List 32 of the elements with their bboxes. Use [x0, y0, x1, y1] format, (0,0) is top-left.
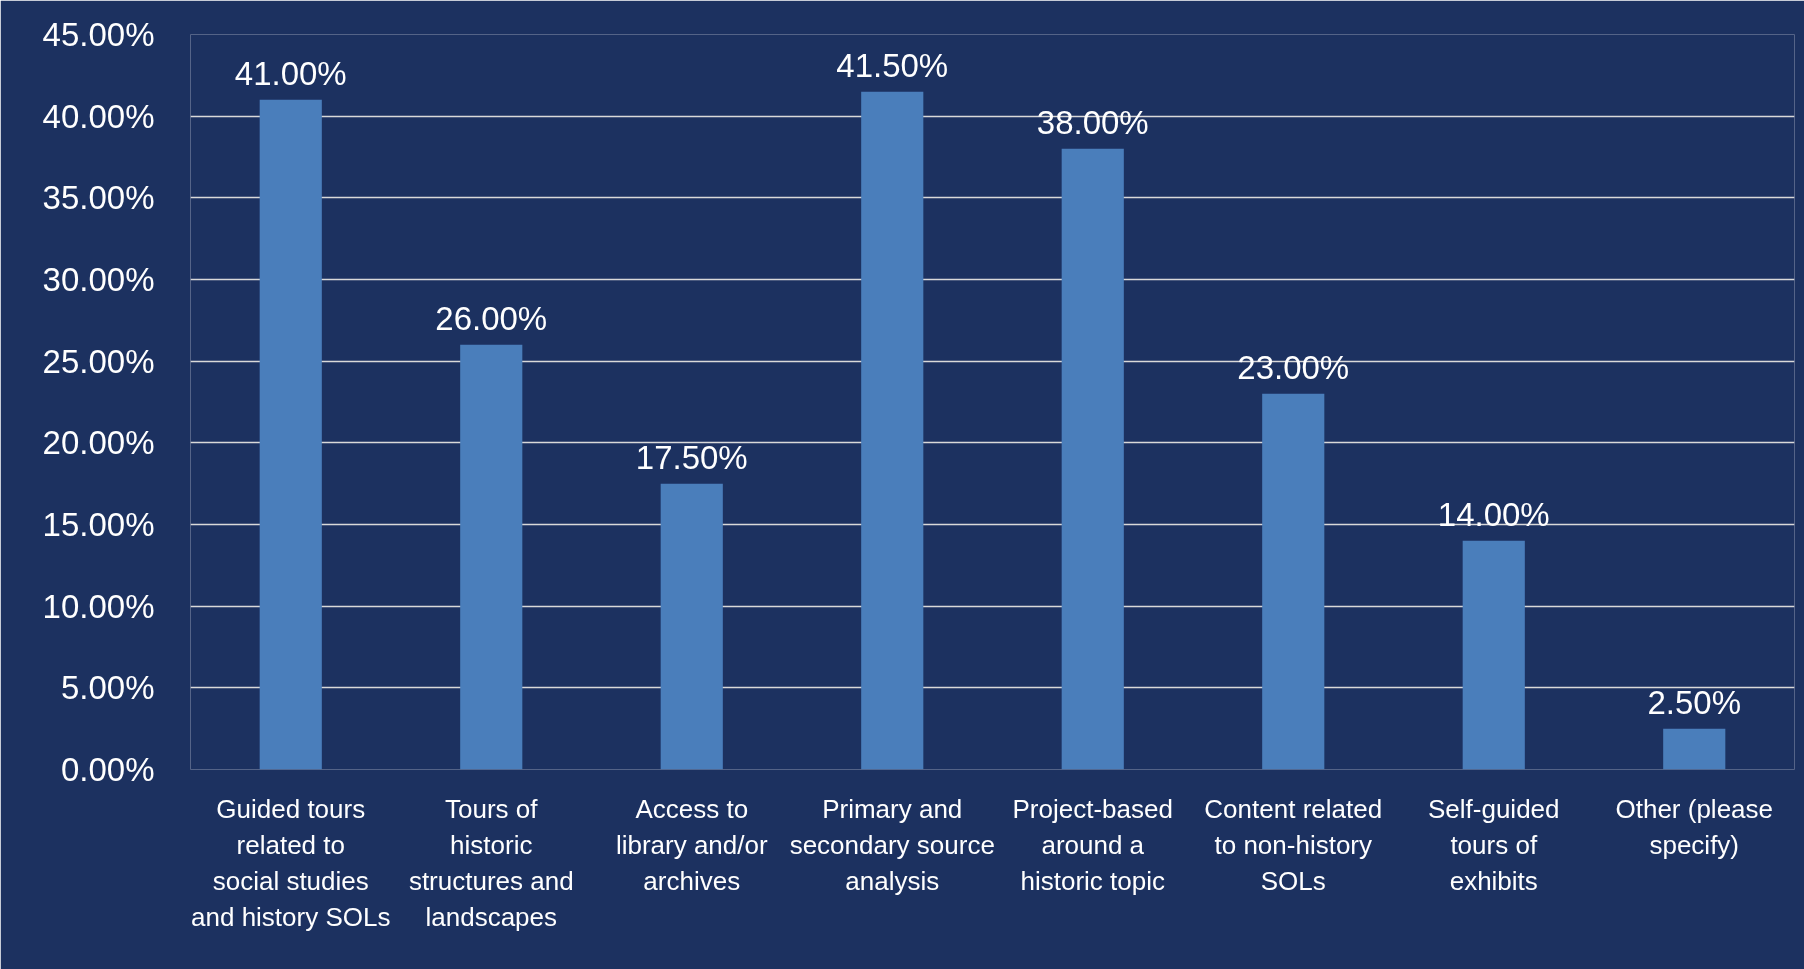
bar: [460, 344, 523, 770]
y-tick-label: 35.00%: [42, 179, 155, 217]
bar: [861, 91, 924, 770]
x-tick-label: Project-based around a historic topic: [1012, 793, 1173, 896]
data-label: 2.50%: [1647, 683, 1742, 721]
data-label: 26.00%: [435, 299, 548, 337]
bar: [1061, 148, 1124, 770]
y-tick-label: 25.00%: [42, 342, 155, 380]
bar: [660, 483, 723, 770]
y-tick-label: 10.00%: [42, 587, 155, 625]
x-tick-label: Self-guided tours of exhibits: [1427, 793, 1560, 896]
data-label: 41.00%: [234, 54, 347, 92]
x-tick-label: Access to library and/or archives: [615, 793, 768, 896]
x-tick-label: Content related to non-history SOLs: [1204, 793, 1383, 896]
y-tick-label: 0.00%: [60, 751, 155, 788]
bar: [1262, 393, 1325, 770]
x-tick-label: Other (please specify): [1615, 793, 1774, 860]
x-tick-label: Tours of historic structures and landscapes: [408, 793, 574, 932]
y-tick-label: 30.00%: [42, 261, 155, 298]
y-tick-label: 45.00%: [42, 16, 155, 53]
x-tick-label: Guided tours related to social studies and history SOLs: [191, 793, 391, 932]
bar: [1663, 728, 1726, 770]
y-tick-label: 20.00%: [42, 424, 155, 462]
y-tick-label: 5.00%: [60, 669, 155, 707]
data-label: 14.00%: [1437, 495, 1550, 533]
y-tick-label: 15.00%: [42, 506, 155, 543]
x-tick-label: Primary and secondary source analysis: [789, 793, 995, 896]
bar: [259, 99, 322, 770]
data-label: 41.50%: [836, 46, 949, 84]
data-label: 17.50%: [635, 438, 748, 476]
bar: [1462, 540, 1525, 770]
y-tick-label: 40.00%: [42, 97, 155, 135]
